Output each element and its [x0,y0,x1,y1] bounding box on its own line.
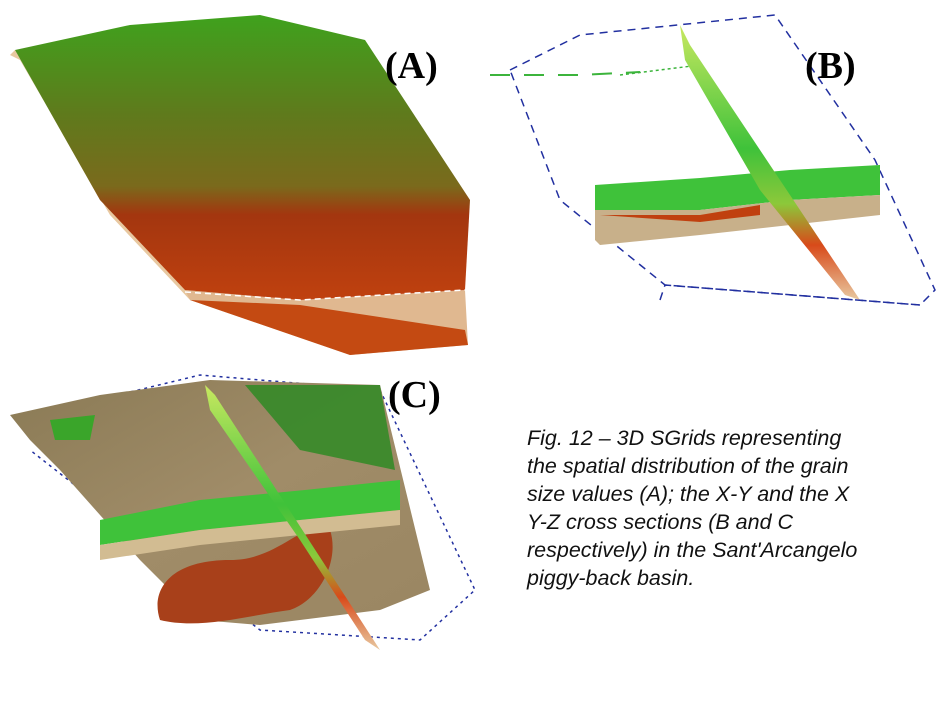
figure-renderings [0,0,937,704]
caption-line: Fig. 12 – 3D SGrids representing [527,424,937,452]
caption-line: piggy-back basin. [527,564,937,592]
figure-page: (A) (B) (C) Fig. 12 – 3D SGrids represen… [0,0,937,704]
caption-line: Y-Z cross sections (B and C [527,508,937,536]
panel-b-render [490,15,935,305]
panel-label: (C) [388,373,441,417]
caption-line: the spatial distribution of the grain [527,452,937,480]
panel-label: (A) [385,44,438,88]
caption-line: respectively) in the Sant'Arcangelo [527,536,937,564]
caption-line: size values (A); the X-Y and the X [527,480,937,508]
panel-label: (B) [805,44,856,88]
